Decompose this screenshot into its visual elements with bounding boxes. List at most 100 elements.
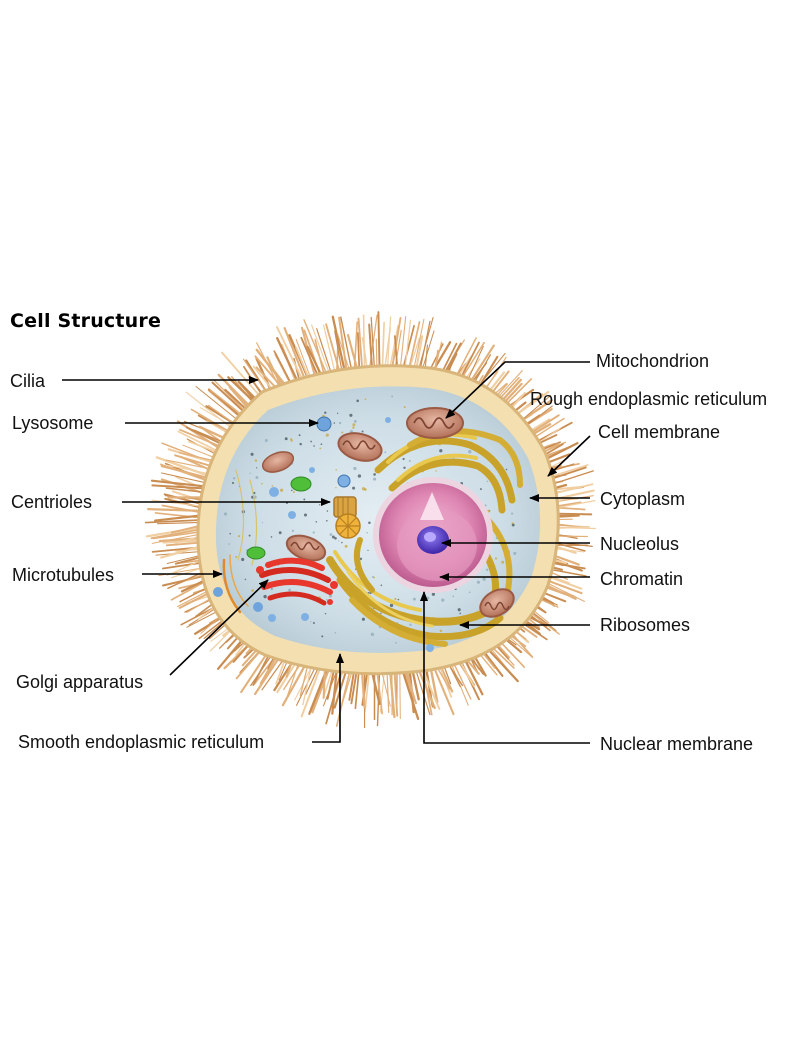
ribosome-dot (326, 510, 329, 512)
ribosome-dot (292, 491, 295, 493)
ribosome-dot (384, 451, 387, 454)
ribosome-dot (370, 632, 375, 636)
cilium (306, 345, 324, 378)
ribosome-dot (494, 557, 498, 560)
cilium (325, 323, 340, 371)
ribosome-dot (468, 450, 472, 454)
ribosome-dot (324, 411, 327, 414)
nuclear-pore-highlight (420, 492, 444, 520)
cilium (151, 533, 204, 544)
ribosome-dot (335, 487, 337, 489)
ribosome-dot (505, 468, 508, 471)
cilium (167, 464, 211, 475)
cilium (370, 316, 376, 372)
ribosome-dot (338, 421, 342, 425)
cilium (331, 668, 338, 715)
ribosome-dot (251, 589, 254, 592)
ribosome-dot (373, 477, 377, 481)
ribosome-dot (264, 439, 268, 442)
ribosome-dot (353, 466, 357, 471)
vesicle-green-shapes (246, 476, 312, 560)
nucleolus-highlight (424, 532, 436, 542)
cilium (370, 670, 381, 706)
ribosome-dot (352, 426, 355, 429)
ribosome-dot (284, 437, 288, 441)
ribosome-dot (250, 452, 254, 456)
cilium (305, 665, 320, 695)
ribosome-dot (235, 555, 238, 558)
cilium (404, 319, 412, 372)
ribosome-dot (229, 532, 231, 535)
diagram-title: Cell Structure (10, 310, 162, 332)
ribosome-dot (341, 541, 343, 544)
cilium (335, 671, 351, 727)
cilium (418, 320, 431, 375)
ribosome-dot (357, 474, 362, 478)
ribosome-dot (513, 551, 517, 555)
ribosome-dot (315, 521, 318, 523)
label-centrioles: Centrioles (11, 492, 93, 512)
ribosome-dot (341, 431, 344, 434)
mitochondrion-shape-4 (479, 588, 515, 618)
ribosome-dot (325, 519, 328, 522)
ribosome-dot (319, 447, 322, 450)
label-ribosomes: Ribosomes (600, 615, 691, 635)
mitochondrion-shape-2 (337, 432, 383, 462)
cilium (377, 311, 381, 368)
ribosome-dot (290, 439, 293, 442)
ribosome-dot (263, 594, 267, 599)
ribosome-dot (270, 536, 273, 538)
ribosome-dot (426, 596, 430, 600)
ribosome-dot (261, 482, 263, 485)
ribosome-dot (397, 598, 400, 601)
ribosome-dot (325, 433, 329, 437)
ribosome-dot (255, 476, 259, 479)
ribosome-dot (361, 617, 365, 621)
ribosome-dot (313, 445, 315, 447)
ribosome-dot (271, 588, 273, 590)
ribosome-dot (457, 608, 461, 612)
ribosome-dot (244, 578, 247, 581)
cilium (178, 452, 217, 462)
leader-nuclear-membrane (420, 591, 590, 744)
ribosome-dot (237, 535, 241, 538)
cilium (376, 670, 383, 715)
cilium (146, 507, 208, 513)
cilium (346, 333, 358, 368)
cilium (381, 321, 385, 373)
ribosome-dot (468, 591, 471, 594)
label-golgi-apparatus: Golgi apparatus (16, 672, 144, 692)
cilium (182, 444, 217, 459)
cilium (388, 667, 396, 719)
ribosome-dot (439, 449, 443, 453)
cilium (295, 346, 311, 382)
ribosome-dot (380, 612, 382, 614)
cilium (337, 333, 350, 370)
cilium (399, 671, 401, 720)
ribosome-dot (459, 612, 462, 615)
cilium (151, 484, 207, 490)
ribosome-dot (476, 580, 480, 584)
cilium (144, 519, 202, 524)
ribosome-dot (501, 560, 505, 564)
cilium (399, 316, 407, 372)
ribosome-dot (389, 603, 394, 608)
ribosome-dot (353, 420, 357, 423)
ribosome-dot (402, 457, 405, 461)
cilium (331, 315, 346, 370)
leader-golgi (169, 579, 269, 676)
ribosome-dot (485, 568, 489, 572)
cilium (160, 464, 210, 480)
cilium (357, 317, 363, 368)
cilium (322, 665, 327, 699)
ribosome-dot (328, 594, 333, 598)
cilium (276, 337, 301, 387)
cilium (221, 351, 266, 403)
ribosome-dot (291, 489, 293, 492)
ribosome-dot (254, 459, 258, 462)
ribosome-dot (249, 472, 251, 475)
cilium (386, 671, 390, 714)
cilium (361, 337, 368, 369)
cilium (174, 454, 215, 468)
